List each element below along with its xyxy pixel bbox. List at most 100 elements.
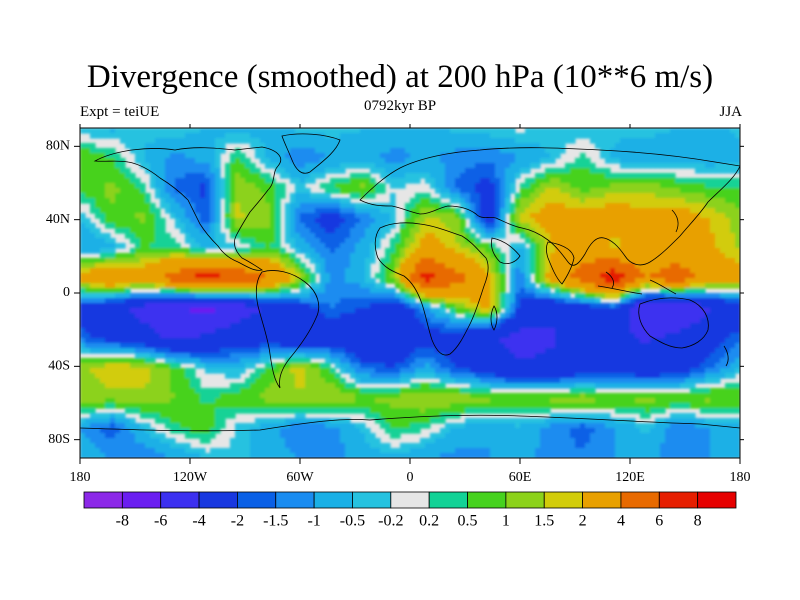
field-cell	[255, 243, 261, 249]
field-cell	[145, 293, 151, 299]
field-cell	[400, 148, 406, 154]
field-cell	[455, 253, 461, 259]
field-cell	[355, 178, 361, 184]
field-cell	[405, 273, 411, 279]
field-cell	[330, 168, 336, 174]
field-cell	[555, 168, 561, 174]
field-cell	[470, 268, 476, 274]
field-cell	[380, 133, 386, 139]
field-cell	[165, 188, 171, 194]
field-cell	[570, 263, 576, 269]
field-cell	[720, 278, 726, 284]
field-cell	[635, 293, 641, 299]
field-cell	[250, 258, 256, 264]
field-cell	[490, 198, 496, 204]
field-cell	[435, 288, 441, 294]
field-cell	[540, 188, 546, 194]
field-cell	[130, 143, 136, 149]
field-cell	[530, 183, 536, 189]
field-cell	[185, 293, 191, 299]
field-cell	[235, 163, 241, 169]
field-cell	[90, 293, 96, 299]
field-cell	[465, 173, 471, 179]
field-cell	[720, 128, 726, 134]
field-cell	[685, 253, 691, 259]
field-cell	[185, 163, 191, 169]
field-cell	[425, 198, 431, 204]
field-cell	[530, 128, 536, 134]
field-cell	[335, 253, 341, 259]
field-cell	[620, 283, 626, 289]
field-cell	[510, 218, 516, 224]
field-cell	[265, 243, 271, 249]
field-cell	[85, 158, 91, 164]
field-cell	[335, 178, 341, 184]
field-cell	[300, 283, 306, 289]
field-cell	[465, 168, 471, 174]
field-cell	[170, 323, 176, 329]
field-cell	[430, 293, 436, 299]
field-cell	[85, 243, 91, 249]
field-cell	[640, 153, 646, 159]
field-cell	[325, 303, 331, 309]
field-cell	[90, 303, 96, 309]
field-cell	[610, 328, 616, 334]
field-cell	[600, 308, 606, 314]
field-cell	[235, 233, 241, 239]
field-cell	[270, 243, 276, 249]
field-cell	[165, 273, 171, 279]
field-cell	[140, 308, 146, 314]
field-cell	[105, 223, 111, 229]
field-cell	[660, 138, 666, 144]
field-cell	[405, 323, 411, 329]
field-cell	[660, 143, 666, 149]
field-cell	[655, 158, 661, 164]
field-cell	[250, 238, 256, 244]
field-cell	[640, 148, 646, 154]
field-cell	[220, 273, 226, 279]
field-cell	[305, 178, 311, 184]
field-cell	[675, 243, 681, 249]
field-cell	[570, 268, 576, 274]
field-cell	[620, 228, 626, 234]
field-cell	[735, 213, 740, 219]
field-cell	[445, 223, 451, 229]
field-cell	[685, 233, 691, 239]
field-cell	[425, 178, 431, 184]
field-cell	[250, 278, 256, 284]
field-cell	[400, 143, 406, 149]
field-cell	[280, 323, 286, 329]
field-cell	[320, 303, 326, 309]
field-cell	[735, 263, 740, 269]
field-cell	[445, 293, 451, 299]
field-cell	[190, 303, 196, 309]
field-cell	[515, 213, 521, 219]
field-cell	[415, 308, 421, 314]
field-cell	[520, 253, 526, 259]
field-cell	[570, 283, 576, 289]
field-cell	[475, 163, 481, 169]
field-cell	[640, 248, 646, 254]
field-cell	[370, 148, 376, 154]
field-cell	[555, 318, 561, 324]
field-cell	[705, 258, 711, 264]
field-cell	[455, 193, 461, 199]
field-cell	[675, 188, 681, 194]
field-cell	[700, 268, 706, 274]
field-cell	[350, 138, 356, 144]
field-cell	[100, 288, 106, 294]
field-cell	[430, 183, 436, 189]
field-cell	[475, 298, 481, 304]
field-cell	[720, 248, 726, 254]
field-cell	[665, 268, 671, 274]
field-cell	[90, 308, 96, 314]
field-cell	[670, 133, 676, 139]
field-cell	[605, 228, 611, 234]
field-cell	[620, 318, 626, 324]
field-cell	[175, 168, 181, 174]
field-cell	[355, 253, 361, 259]
field-cell	[360, 293, 366, 299]
field-cell	[145, 278, 151, 284]
field-cell	[180, 308, 186, 314]
field-cell	[280, 153, 286, 159]
